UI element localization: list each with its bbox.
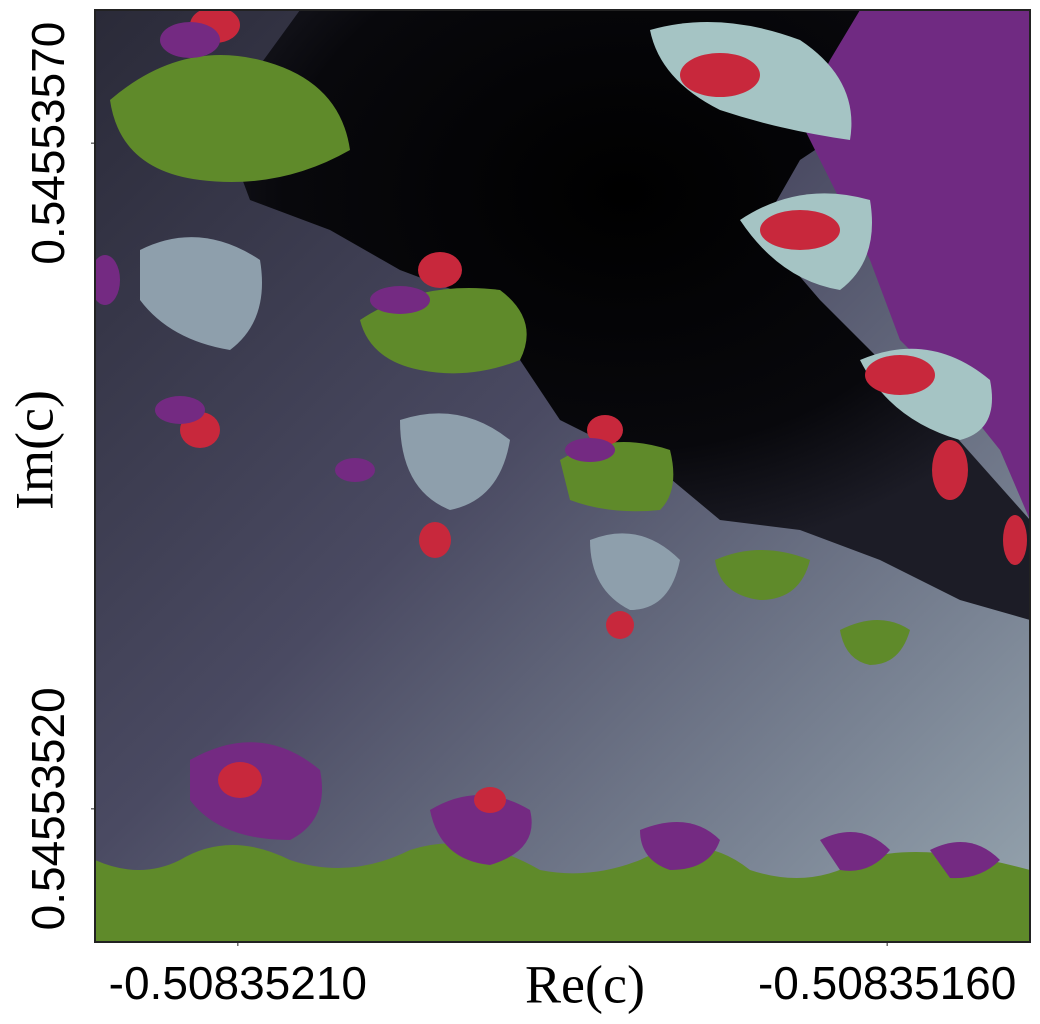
- y-tick-label: 0.54553520: [22, 687, 74, 930]
- swirl: [418, 252, 462, 288]
- green-band: [95, 843, 1030, 942]
- swirl: [419, 522, 451, 558]
- bulb: [110, 55, 350, 182]
- curl: [95, 255, 120, 305]
- curl: [370, 286, 430, 314]
- swirl: [932, 440, 968, 500]
- curl: [335, 458, 375, 482]
- bulb: [930, 842, 1000, 879]
- y-tick-label: 0.54553570: [22, 22, 74, 265]
- swirl: [680, 53, 760, 97]
- bulb: [840, 620, 910, 665]
- decor-curls: [95, 22, 615, 482]
- swirl: [865, 355, 935, 395]
- curl: [155, 396, 205, 424]
- swirl: [218, 762, 262, 798]
- swirl: [606, 611, 634, 639]
- swirl: [760, 210, 840, 250]
- dark-region: [220, 10, 1030, 620]
- swirl: [587, 415, 623, 445]
- x-axis-label: Re(c): [525, 954, 645, 1014]
- curl: [565, 438, 615, 462]
- y-axis-label: Im(c): [4, 390, 64, 510]
- swirl: [1003, 515, 1027, 565]
- bulb: [430, 795, 532, 865]
- plot-frame: [94, 9, 1031, 943]
- bulb: [140, 237, 262, 350]
- decor-bulbs: [110, 22, 1000, 879]
- swirl: [474, 787, 506, 813]
- bulb: [715, 550, 810, 600]
- bulb: [820, 832, 890, 871]
- fractal-image: [95, 10, 1030, 942]
- x-tick-label: -0.50835160: [758, 957, 1016, 1009]
- x-tick-label: -0.50835210: [109, 957, 367, 1009]
- bulb: [640, 822, 720, 870]
- bulb: [590, 533, 680, 610]
- curl: [160, 22, 220, 58]
- bulb: [400, 413, 510, 510]
